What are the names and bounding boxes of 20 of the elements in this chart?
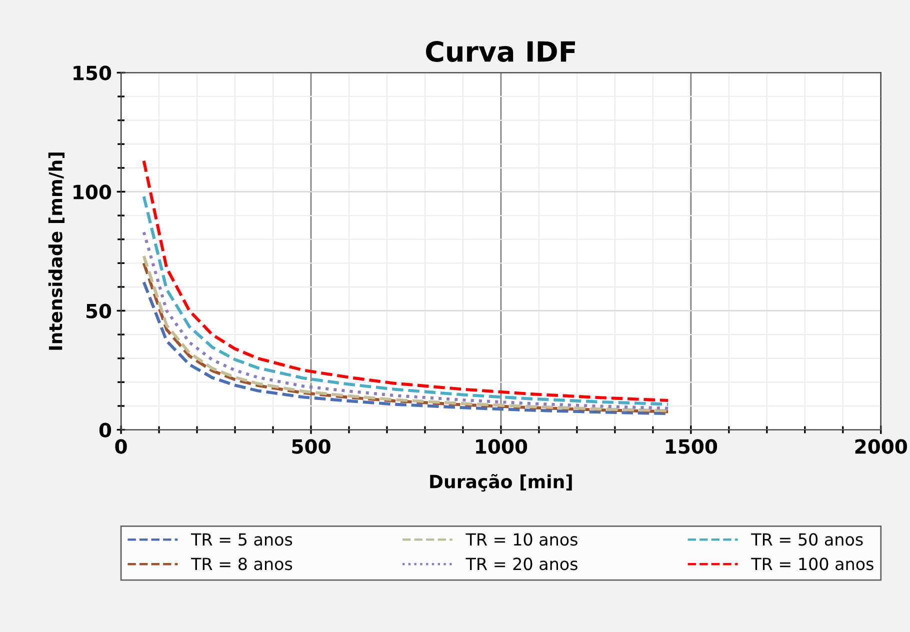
chart-title: Curva IDF (426, 40, 575, 62)
legend-label: TR = 50 anos (751, 533, 863, 546)
x-axis-title: Duração [min] (430, 474, 572, 492)
line-series (142, 194, 670, 406)
y-tick-label: 100 (74, 184, 112, 200)
x-tick-label: 500 (292, 439, 330, 454)
x-tick-label: 1000 (476, 439, 528, 454)
legend-label: TR = 100 anos (751, 558, 874, 570)
x-tick-label: 2000 (855, 439, 908, 454)
y-axis-title: Intensidade [mm/h] (48, 152, 64, 350)
legend-label: TR = 20 anos (466, 558, 578, 570)
line-series (142, 159, 670, 402)
x-tick-label: 0 (115, 439, 127, 454)
y-tick-label: 50 (86, 304, 112, 318)
legend-label: TR = 8 anos (190, 558, 292, 570)
x-tick-label: 1500 (666, 439, 718, 454)
legend-label: TR = 5 anos (190, 533, 292, 546)
y-tick-label: 150 (74, 66, 112, 80)
legend-label: TR = 10 anos (466, 533, 578, 546)
y-tick-label: 0 (99, 422, 112, 438)
